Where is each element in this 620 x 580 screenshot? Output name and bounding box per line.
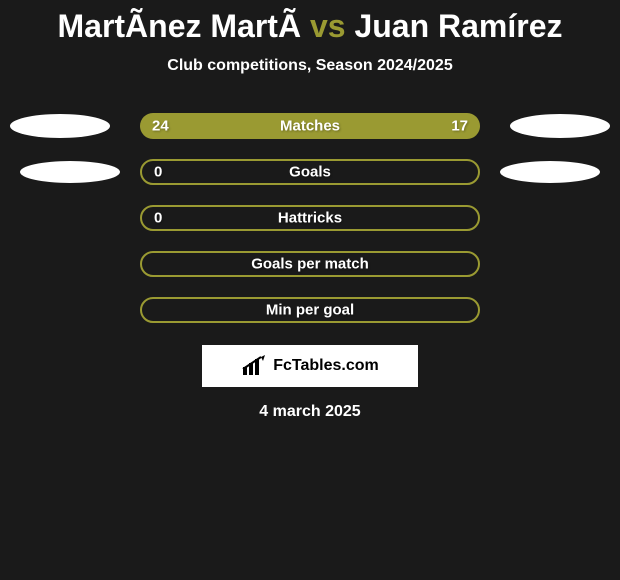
ellipse-right-icon (510, 114, 610, 138)
ellipse-left-icon (20, 161, 120, 183)
comparison-card: MartÃnez MartÃ vs Juan Ramírez Club comp… (0, 0, 620, 580)
player2-name: Juan Ramírez (354, 8, 562, 44)
brand-inner: FcTables.com (241, 355, 379, 377)
ellipse-left-icon (10, 114, 110, 138)
stat-row: Min per goal (0, 287, 620, 333)
stat-bar-matches: 24 Matches 17 (140, 113, 480, 139)
vs-separator: vs (310, 8, 346, 44)
stat-bar-hattricks: 0 Hattricks (140, 205, 480, 231)
stat-bar-min-per-goal: Min per goal (140, 297, 480, 323)
stat-row: 0 Hattricks (0, 195, 620, 241)
subtitle: Club competitions, Season 2024/2025 (0, 57, 620, 75)
page-title: MartÃnez MartÃ vs Juan Ramírez (0, 0, 620, 45)
stat-right-value: 17 (451, 118, 468, 135)
player1-name: MartÃnez MartÃ (57, 8, 301, 44)
stat-label: Min per goal (142, 302, 478, 319)
brand-badge: FcTables.com (202, 345, 418, 387)
stat-label: Goals per match (142, 256, 478, 273)
stat-bar-goals-per-match: Goals per match (140, 251, 480, 277)
stat-label: Goals (142, 164, 478, 181)
brand-text: FcTables.com (273, 357, 379, 375)
stat-bar-goals: 0 Goals (140, 159, 480, 185)
ellipse-right-icon (500, 161, 600, 183)
date-label: 4 march 2025 (0, 403, 620, 421)
stat-row: 24 Matches 17 (0, 103, 620, 149)
stat-row: Goals per match (0, 241, 620, 287)
stat-label: Hattricks (142, 210, 478, 227)
stat-label: Matches (140, 118, 480, 135)
chart-icon (241, 355, 267, 377)
stats-rows: 24 Matches 17 0 Goals 0 Hattricks (0, 103, 620, 333)
stat-row: 0 Goals (0, 149, 620, 195)
